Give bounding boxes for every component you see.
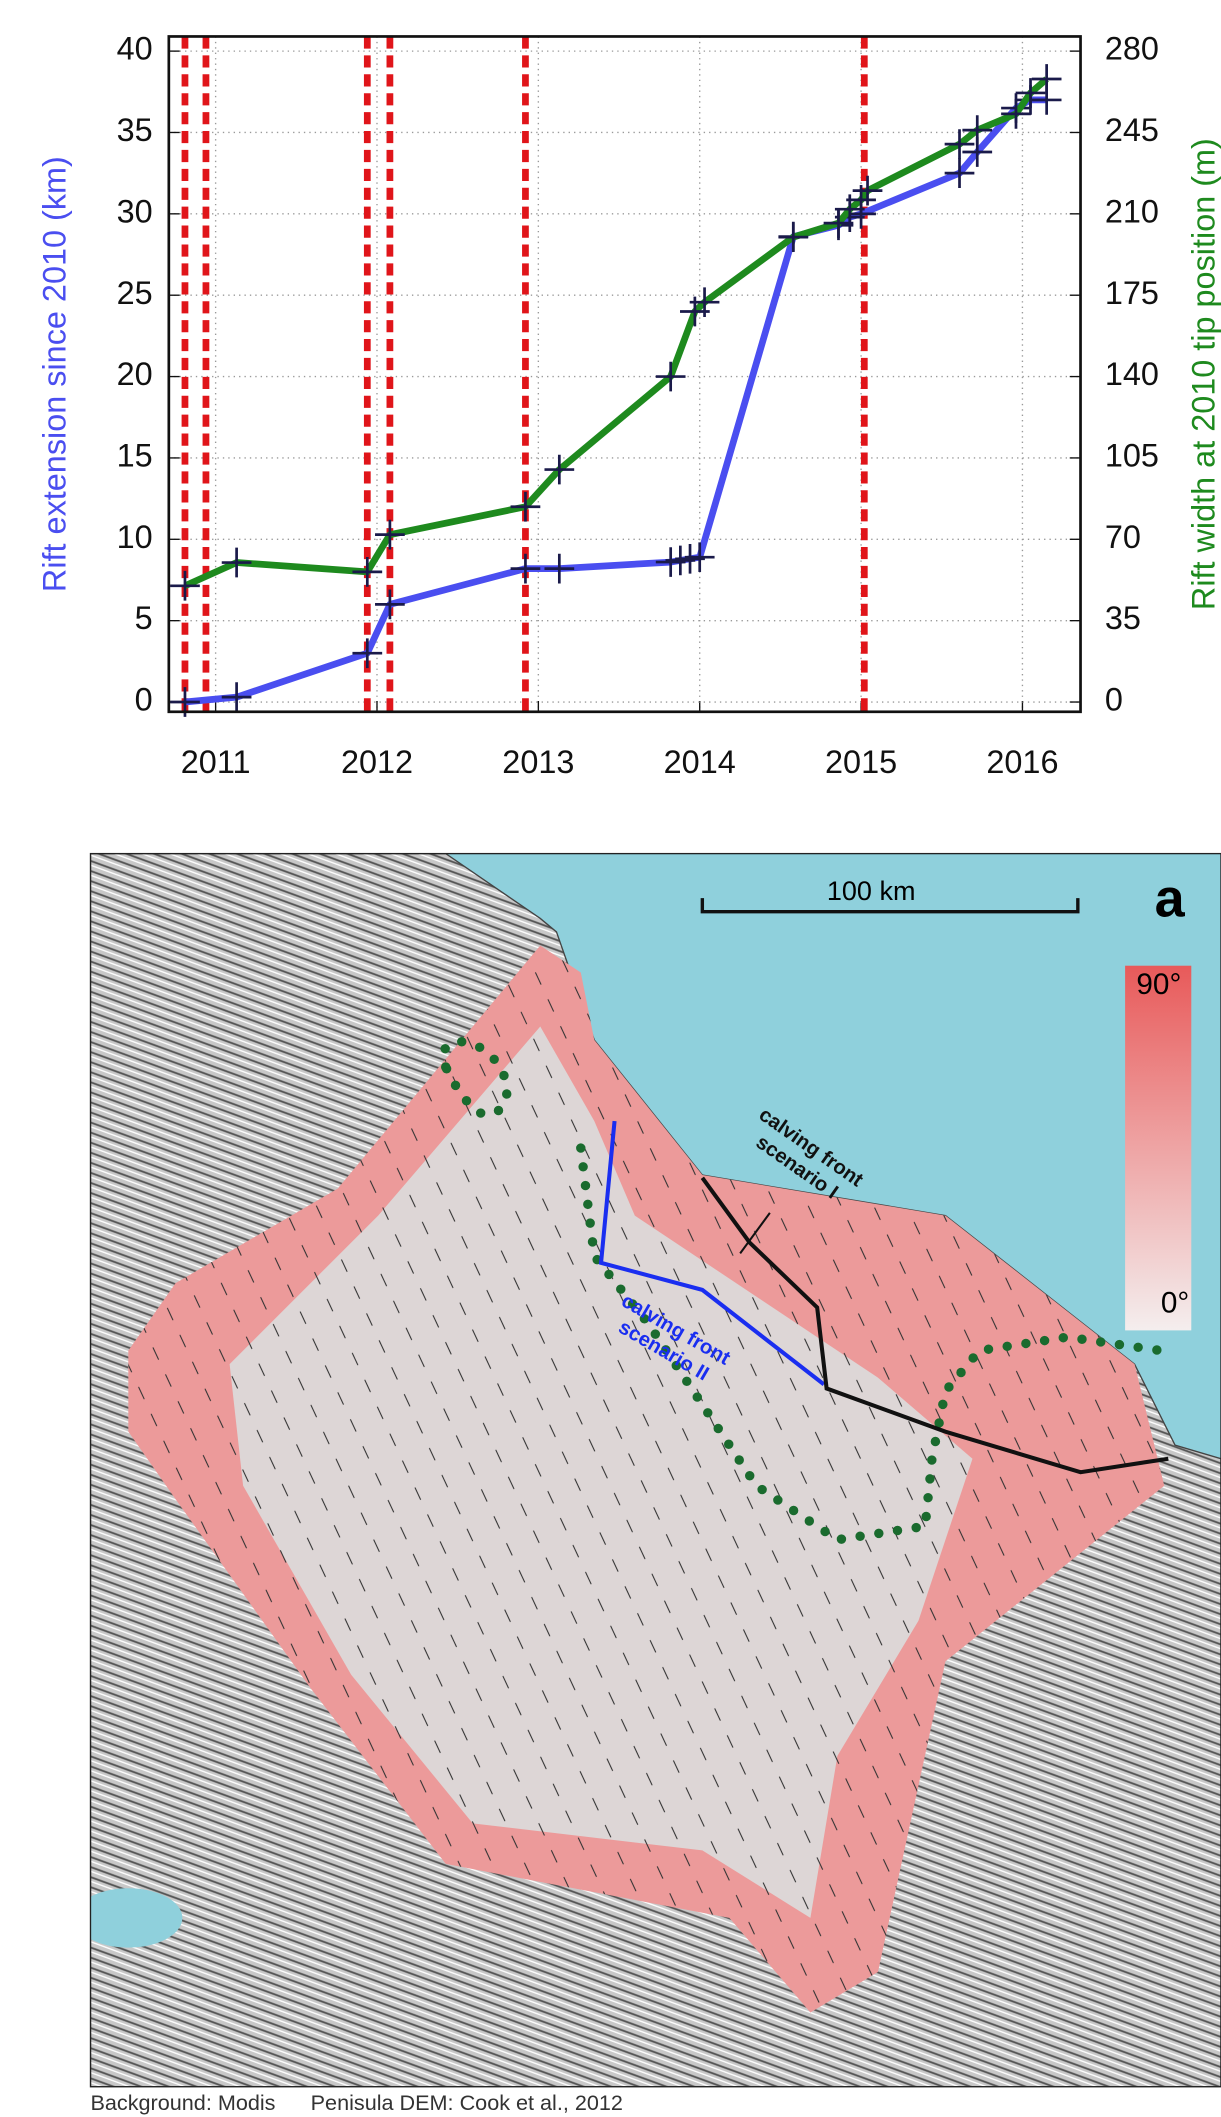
dotted-boundary [438, 1036, 512, 1120]
point-marker [689, 287, 720, 318]
y-tick-label: 5 [135, 600, 153, 636]
panel-label: a [1155, 868, 1186, 928]
point-marker [1001, 99, 1031, 129]
y2-tick-label: 245 [1105, 112, 1159, 148]
front-2-line [598, 1120, 826, 1387]
point-marker [684, 542, 715, 573]
point-marker [962, 115, 993, 146]
point-marker [375, 589, 405, 620]
y2-axis-label: Rift width at 2010 tip position (m) [1186, 138, 1221, 610]
map-frame [89, 852, 1221, 2088]
inlet [90, 1888, 183, 1948]
leader [739, 1212, 771, 1254]
x-tick-label: 2011 [181, 744, 251, 780]
point-marker [655, 361, 686, 392]
point-marker [852, 175, 883, 206]
y2-tick-label: 35 [1105, 600, 1141, 636]
plot-frame [167, 35, 1082, 714]
y2-tick-label: 210 [1105, 193, 1159, 229]
flow-vectors [128, 945, 1165, 2013]
x-tick-label: 2016 [986, 744, 1058, 780]
y2-tick-label: 140 [1105, 356, 1159, 392]
y-tick-label: 30 [117, 193, 153, 229]
point-marker [221, 682, 252, 713]
y-tick-label: 0 [135, 682, 153, 718]
point-marker [1031, 64, 1062, 94]
y2-tick-label: 0 [1105, 682, 1123, 718]
front-1-line [700, 1176, 1169, 1475]
x-tick-label: 2015 [825, 744, 897, 780]
colorbar-max: 90° [1136, 968, 1181, 1001]
y-tick-label: 10 [117, 519, 153, 555]
point-marker [778, 222, 809, 252]
scale-label: 100 km [827, 876, 916, 906]
colorbar-min: 0° [1161, 1287, 1189, 1320]
y2-tick-label: 70 [1105, 519, 1141, 555]
point-marker [1015, 78, 1046, 108]
dotted-boundary [576, 1143, 1167, 1545]
y-tick-label: 20 [117, 356, 153, 392]
point-marker [170, 570, 200, 601]
point-marker [352, 638, 383, 669]
colorbar [1125, 965, 1192, 1331]
point-marker [944, 129, 975, 159]
point-marker [544, 454, 575, 485]
y2-tick-label: 105 [1105, 437, 1159, 473]
y-tick-label: 15 [117, 437, 153, 473]
point-marker [510, 553, 541, 584]
x-tick-label: 2014 [664, 744, 736, 780]
map: 100 km a 90° 0° calving front scenario I… [90, 853, 1221, 2087]
plot-bg [168, 36, 1081, 712]
y-tick-label: 40 [117, 31, 153, 67]
y-tick-label: 25 [117, 275, 153, 311]
y2-tick-label: 175 [1105, 275, 1159, 311]
point-marker [221, 547, 252, 578]
point-marker [544, 553, 575, 584]
x-tick-label: 2013 [502, 744, 574, 780]
y-axis-label: Rift extension since 2010 (km) [36, 156, 72, 592]
x-tick-label: 2012 [341, 744, 413, 780]
footer-text: Penisula DEM: Cook et al., 2012 [311, 2090, 623, 2115]
point-marker [352, 556, 383, 587]
point-marker [510, 491, 541, 522]
y-tick-label: 35 [117, 112, 153, 148]
point-marker [944, 158, 975, 189]
scale-bar [700, 898, 1080, 914]
footer-text: Background: Modis [90, 2090, 275, 2115]
y2-tick-label: 280 [1105, 31, 1159, 67]
chart: 2011 2012 2013 2014 2015 2016 0 5 10 15 20 25 30 35 40… [36, 31, 1221, 780]
point-marker [375, 519, 405, 550]
point-marker [823, 208, 854, 238]
